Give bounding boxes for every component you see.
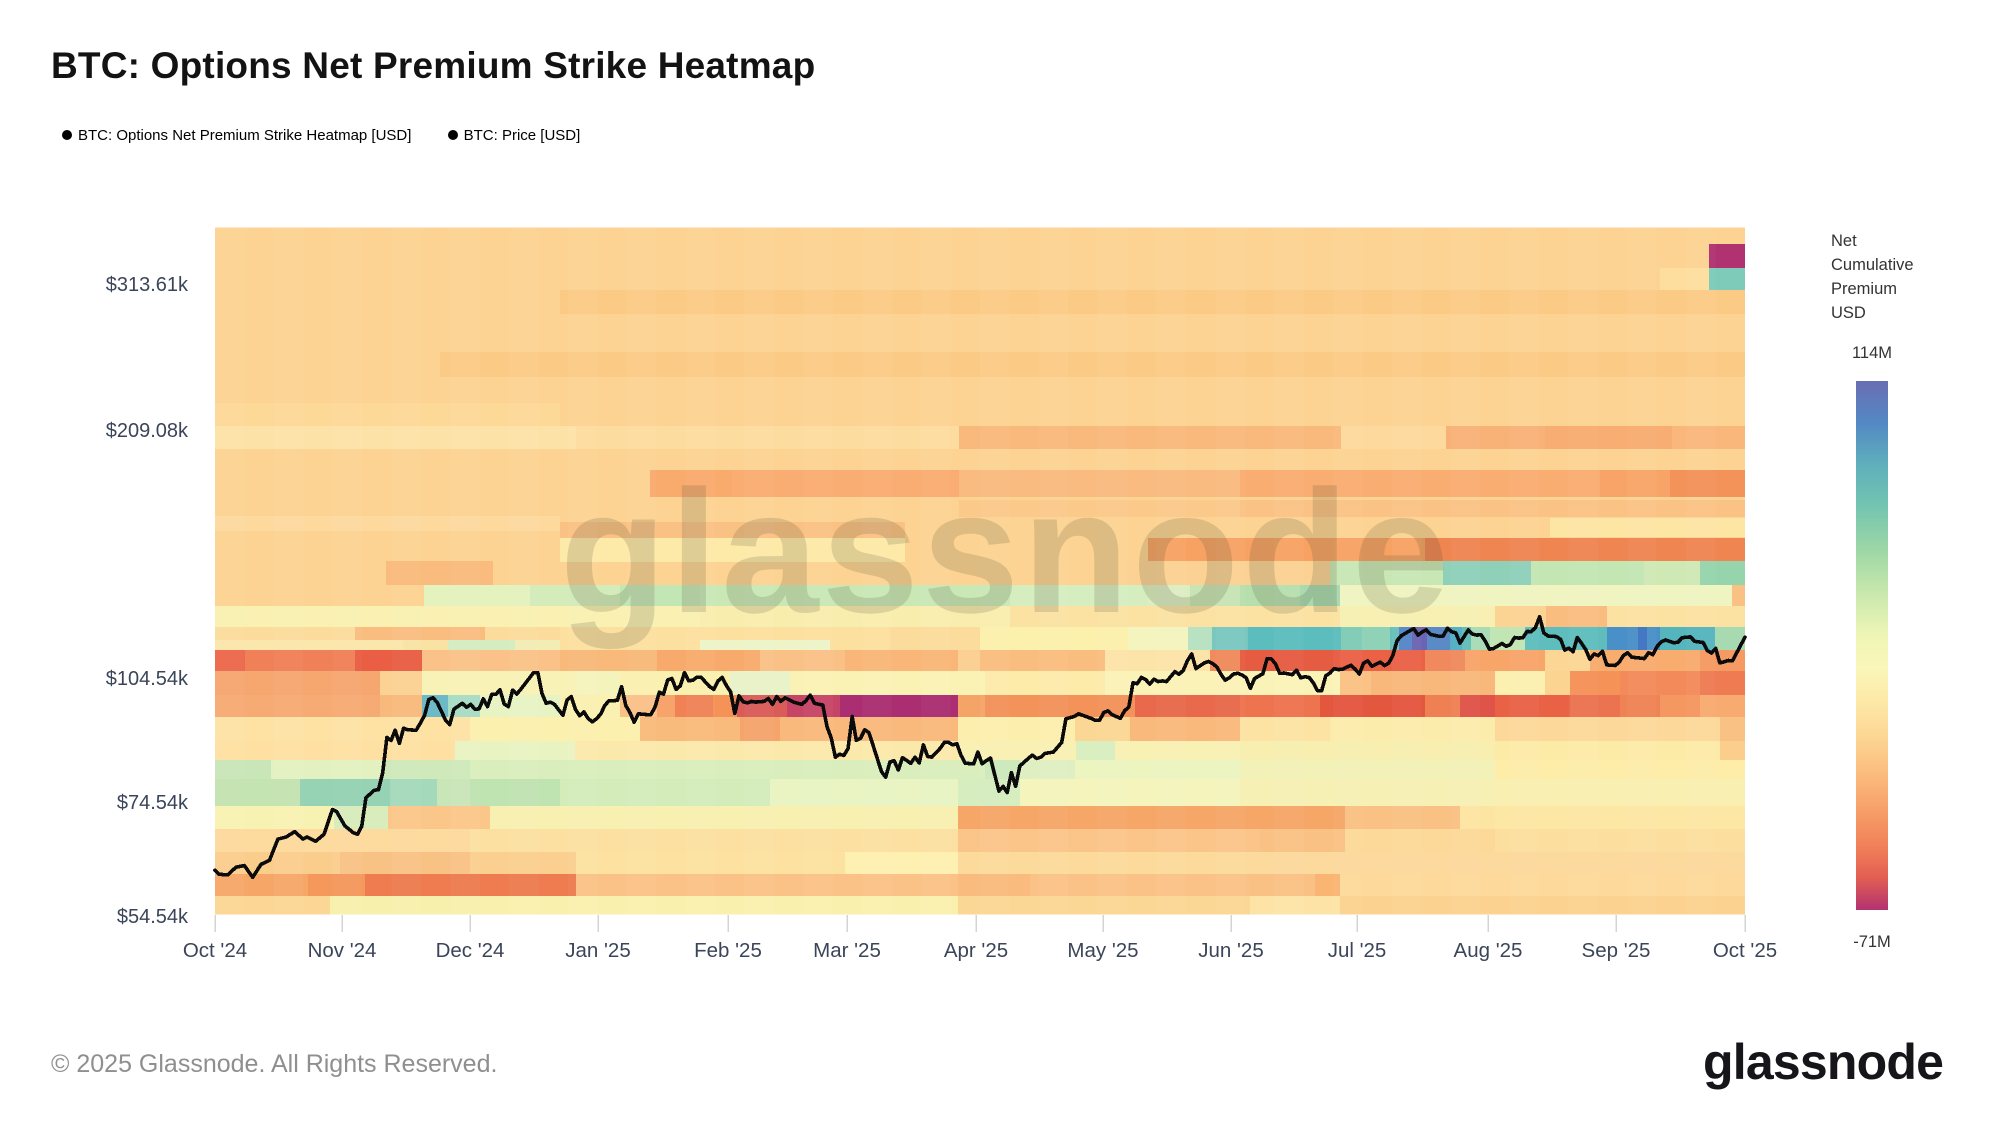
svg-text:Jan '25: Jan '25 bbox=[565, 939, 630, 962]
svg-text:Feb '25: Feb '25 bbox=[694, 939, 762, 962]
svg-text:Net: Net bbox=[1831, 232, 1857, 250]
svg-text:Oct '25: Oct '25 bbox=[1713, 939, 1777, 962]
svg-text:glassnode: glassnode bbox=[560, 455, 1453, 650]
svg-text:$74.54k: $74.54k bbox=[117, 792, 189, 814]
svg-text:Nov '24: Nov '24 bbox=[308, 939, 377, 962]
svg-text:May '25: May '25 bbox=[1067, 939, 1138, 962]
svg-text:Jul '25: Jul '25 bbox=[1328, 939, 1387, 962]
svg-text:Sep '25: Sep '25 bbox=[1582, 939, 1651, 962]
svg-text:Apr '25: Apr '25 bbox=[944, 939, 1008, 962]
svg-text:Cumulative: Cumulative bbox=[1831, 256, 1914, 274]
svg-text:$104.54k: $104.54k bbox=[106, 668, 189, 690]
svg-text:Aug '25: Aug '25 bbox=[1454, 939, 1523, 962]
svg-text:114M: 114M bbox=[1852, 344, 1892, 362]
svg-text:$54.54k: $54.54k bbox=[117, 906, 189, 928]
svg-text:Mar '25: Mar '25 bbox=[813, 939, 881, 962]
svg-text:Dec '24: Dec '24 bbox=[436, 939, 505, 962]
svg-text:-71M: -71M bbox=[1853, 933, 1891, 951]
svg-text:USD: USD bbox=[1831, 304, 1866, 322]
svg-text:Oct '24: Oct '24 bbox=[183, 939, 247, 962]
svg-text:$313.61k: $313.61k bbox=[106, 274, 189, 296]
svg-text:Premium: Premium bbox=[1831, 280, 1897, 298]
svg-text:Jun '25: Jun '25 bbox=[1198, 939, 1263, 962]
svg-text:$209.08k: $209.08k bbox=[106, 420, 189, 442]
